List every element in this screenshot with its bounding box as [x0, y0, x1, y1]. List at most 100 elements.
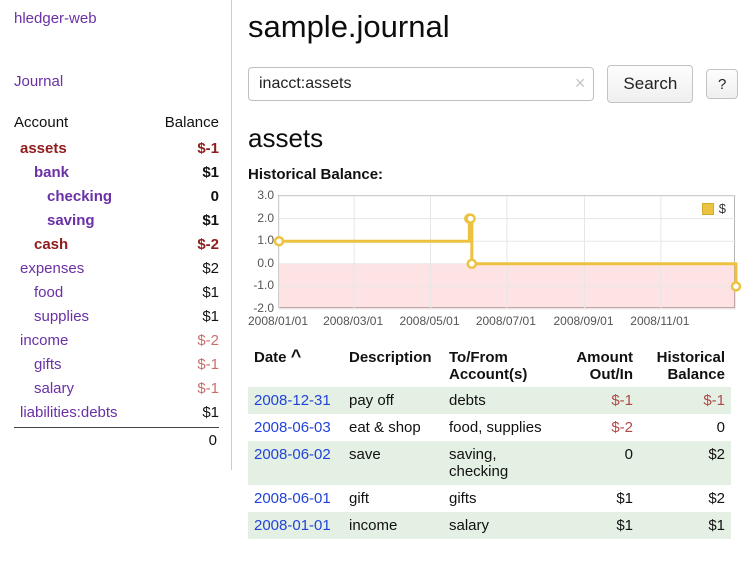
app-title-link[interactable]: hledger-web [14, 10, 97, 27]
transaction-description: eat & shop [349, 419, 421, 436]
account-balance: 0 [210, 188, 219, 205]
account-balance: $1 [202, 212, 219, 229]
account-balance: $-1 [197, 356, 219, 373]
account-link-bank[interactable]: bank [34, 164, 70, 181]
search-button[interactable]: Search [607, 65, 694, 103]
y-axis-tick-label: 3.0 [257, 188, 274, 202]
balance-chart-plot: $ [273, 195, 742, 310]
account-link-checking[interactable]: checking [47, 188, 113, 205]
chart-canvas [273, 195, 742, 310]
transaction-description: save [349, 446, 381, 463]
accounts-total-row: 0 [14, 427, 219, 454]
transaction-accounts: food, supplies [449, 419, 542, 436]
transaction-accounts: salary [449, 517, 490, 534]
account-link-saving[interactable]: saving [47, 212, 95, 229]
account-link-assets[interactable]: assets [20, 140, 67, 157]
account-row: assets $-1 [14, 137, 219, 161]
account-row: food $1 [14, 281, 219, 305]
sidebar: hledger-web Journal Account Balance asse… [0, 0, 232, 470]
account-row: income $-2 [14, 329, 219, 353]
account-link-cash[interactable]: cash [34, 236, 69, 253]
account-balance: $1 [202, 404, 219, 421]
page-title: sample.journal [248, 9, 450, 44]
x-axis-tick-label: 2008/01/01 [247, 314, 309, 328]
account-row: liabilities:debts $1 [14, 401, 219, 425]
account-balance: $2 [202, 260, 219, 277]
transaction-balance: 0 [716, 419, 725, 436]
column-header-accounts: To/From Account(s) [449, 349, 528, 383]
register-row: 2008-12-31 pay off debts $-1 $-1 [248, 387, 731, 414]
account-link-salary[interactable]: salary [34, 380, 75, 397]
account-row: checking 0 [14, 185, 219, 209]
column-header-date-label: Date [254, 349, 287, 366]
transaction-date-link[interactable]: 2008-01-01 [254, 517, 331, 534]
y-axis-tick-label: -2.0 [253, 301, 274, 315]
column-header-date[interactable]: Date ^ [248, 345, 343, 387]
clear-search-icon[interactable]: × [574, 73, 586, 93]
account-link-liabilities-debts[interactable]: liabilities:debts [20, 404, 118, 421]
transaction-balance: $-1 [703, 392, 725, 409]
account-balance: $-1 [197, 380, 219, 397]
search-box: × [248, 67, 595, 101]
transaction-date-link[interactable]: 2008-12-31 [254, 392, 331, 409]
series-swatch-icon [701, 202, 714, 215]
account-heading: assets [248, 123, 324, 153]
transaction-accounts: debts [449, 392, 486, 409]
x-axis-tick-label: 2008/11/01 [630, 314, 690, 328]
account-link-gifts[interactable]: gifts [34, 356, 62, 373]
transaction-amount: $-1 [611, 392, 633, 409]
x-axis-tick-label: 2008/07/01 [475, 314, 536, 328]
transaction-amount: $1 [616, 517, 633, 534]
transaction-description: income [349, 517, 398, 534]
account-balance: $-2 [197, 236, 219, 253]
transaction-accounts: gifts [449, 490, 477, 507]
account-row: bank $1 [14, 161, 219, 185]
column-header-description: Description [349, 349, 432, 366]
account-link-income[interactable]: income [20, 332, 69, 349]
main-content: sample.journal × Search ? assets Histori… [247, 0, 742, 539]
x-axis-tick-label: 2008/09/01 [553, 314, 614, 328]
register-table: Date ^ Description To/From Account(s) Am… [248, 345, 731, 539]
transaction-amount: $-2 [611, 419, 633, 436]
sort-ascending-icon: ^ [290, 346, 302, 366]
sidebar-item-journal[interactable]: Journal [14, 73, 64, 90]
account-row: salary $-1 [14, 377, 219, 401]
account-link-supplies[interactable]: supplies [34, 308, 90, 325]
chart-legend: $ [696, 199, 731, 218]
column-header-amount: Amount Out/In [576, 349, 633, 383]
transaction-date-link[interactable]: 2008-06-02 [254, 446, 331, 463]
balance-column-header: Balance [164, 114, 219, 131]
y-axis-tick-label: 2.0 [257, 210, 274, 225]
account-row: cash $-2 [14, 233, 219, 257]
y-axis-tick-label: 1.0 [257, 233, 274, 248]
transaction-description: pay off [349, 392, 394, 409]
account-link-expenses[interactable]: expenses [20, 260, 85, 277]
transaction-amount: $1 [616, 490, 633, 507]
register-header-row: Date ^ Description To/From Account(s) Am… [248, 345, 731, 387]
register-row: 2008-06-03 eat & shop food, supplies $-2… [248, 414, 731, 441]
transaction-balance: $2 [708, 446, 725, 463]
help-button[interactable]: ? [706, 69, 738, 99]
account-row: gifts $-1 [14, 353, 219, 377]
transaction-amount: 0 [624, 446, 633, 463]
account-balance: $1 [202, 164, 219, 181]
account-link-food[interactable]: food [34, 284, 64, 301]
y-axis-tick-label: -1.0 [253, 278, 274, 293]
accounts-table-header: Account Balance [14, 114, 219, 137]
account-row: supplies $1 [14, 305, 219, 329]
transaction-description: gift [349, 490, 370, 507]
account-balance: $1 [202, 308, 219, 325]
transaction-balance: $2 [708, 490, 725, 507]
column-header-balance: Historical Balance [656, 349, 725, 383]
transaction-date-link[interactable]: 2008-06-03 [254, 419, 331, 436]
transaction-accounts: saving, checking [449, 446, 509, 480]
search-input[interactable] [248, 67, 595, 101]
account-balance: $-2 [197, 332, 219, 349]
transaction-date-link[interactable]: 2008-06-01 [254, 490, 331, 507]
accounts-total-value: 0 [208, 432, 217, 449]
x-axis-tick-label: 2008/05/01 [399, 314, 460, 328]
series-label: $ [718, 201, 726, 216]
account-balance: $1 [202, 284, 219, 301]
account-balance: $-1 [197, 140, 219, 157]
balance-chart: $ 3.0 2.0 1.0 0.0 -1.0 -2.0 2008/01/01 2008/03/… [247, 188, 742, 333]
